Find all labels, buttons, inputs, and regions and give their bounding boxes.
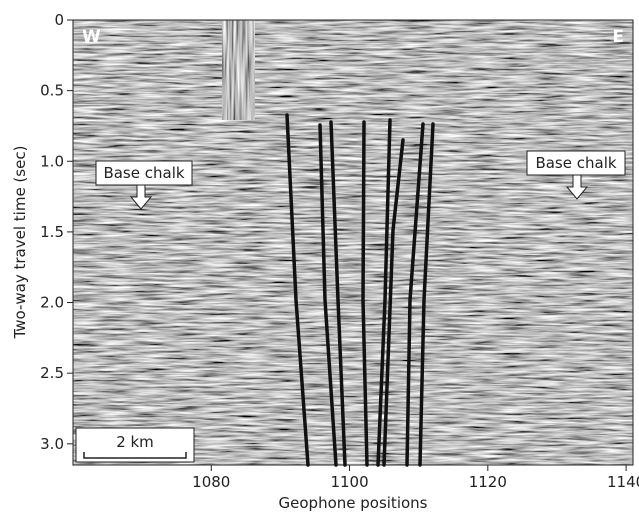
faults [285, 113, 435, 467]
x-tick-label: 1100 [330, 473, 368, 491]
fault-line [405, 122, 425, 467]
y-tick-label: 0 [54, 11, 64, 29]
y-tick-label: 0.5 [40, 82, 64, 100]
y-tick-label: 1.5 [40, 223, 64, 241]
annotation-label: W [82, 27, 101, 47]
seismic-image [73, 20, 633, 465]
callout-arrow [565, 174, 589, 200]
x-tick-label: 1120 [469, 473, 507, 491]
callout-arrow [129, 184, 153, 210]
fault-line [329, 120, 347, 467]
annotation-label: Base chalk [535, 154, 616, 172]
fault-line [285, 113, 310, 467]
fault-line [382, 138, 405, 467]
y-tick-label: 2.5 [40, 364, 64, 382]
callout: Base chalk [526, 150, 626, 200]
fault-line [418, 122, 435, 467]
scale-label: 2 km [116, 433, 154, 451]
annotation-label: Base chalk [103, 164, 184, 182]
x-axis-label: Geophone positions [279, 494, 428, 512]
scale-line [83, 452, 187, 459]
callout: Base chalk [95, 160, 193, 210]
annotation-label: E [612, 27, 624, 47]
fault-line [361, 120, 369, 467]
y-tick-label: 1.0 [40, 152, 64, 170]
seismic-mute-zone [222, 20, 255, 120]
scale-bar: 2 km [75, 427, 195, 463]
y-axis-label: Two-way travel time (sec) [11, 146, 29, 340]
plot-frame [72, 19, 634, 466]
scale-box [75, 427, 195, 463]
x-tick-label: 1140 [607, 473, 639, 491]
fault-line [376, 118, 392, 467]
y-tick-label: 2.0 [40, 294, 64, 312]
y-tick-label: 3.0 [40, 435, 64, 453]
x-tick-label: 1080 [192, 473, 230, 491]
fault-line [318, 123, 338, 467]
